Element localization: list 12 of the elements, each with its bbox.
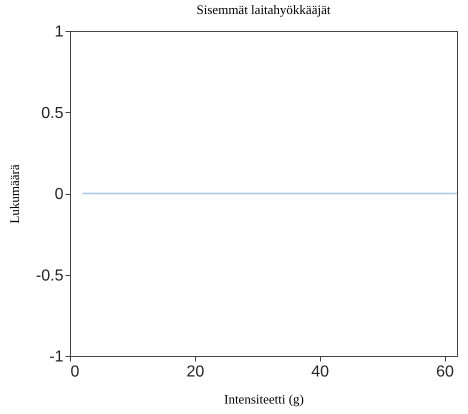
y-tick-label: 0 — [54, 186, 64, 203]
y-tick-label: -0.5 — [36, 267, 64, 284]
x-tick-label: 20 — [186, 364, 204, 380]
chart-title: Sisemmät laitahyökkääjät — [196, 2, 331, 17]
x-tick-label: 40 — [311, 364, 330, 380]
y-tick-label: -1 — [49, 348, 64, 366]
y-tick-label: 0.5 — [41, 104, 64, 122]
x-tick-label: 60 — [436, 364, 454, 380]
y-tick-label: 1 — [54, 24, 64, 40]
x-tick-label: 0 — [70, 364, 80, 380]
y-axis-title: Lukumäärä — [6, 164, 22, 224]
x-axis-title: Intensiteetti (g) — [224, 392, 304, 406]
